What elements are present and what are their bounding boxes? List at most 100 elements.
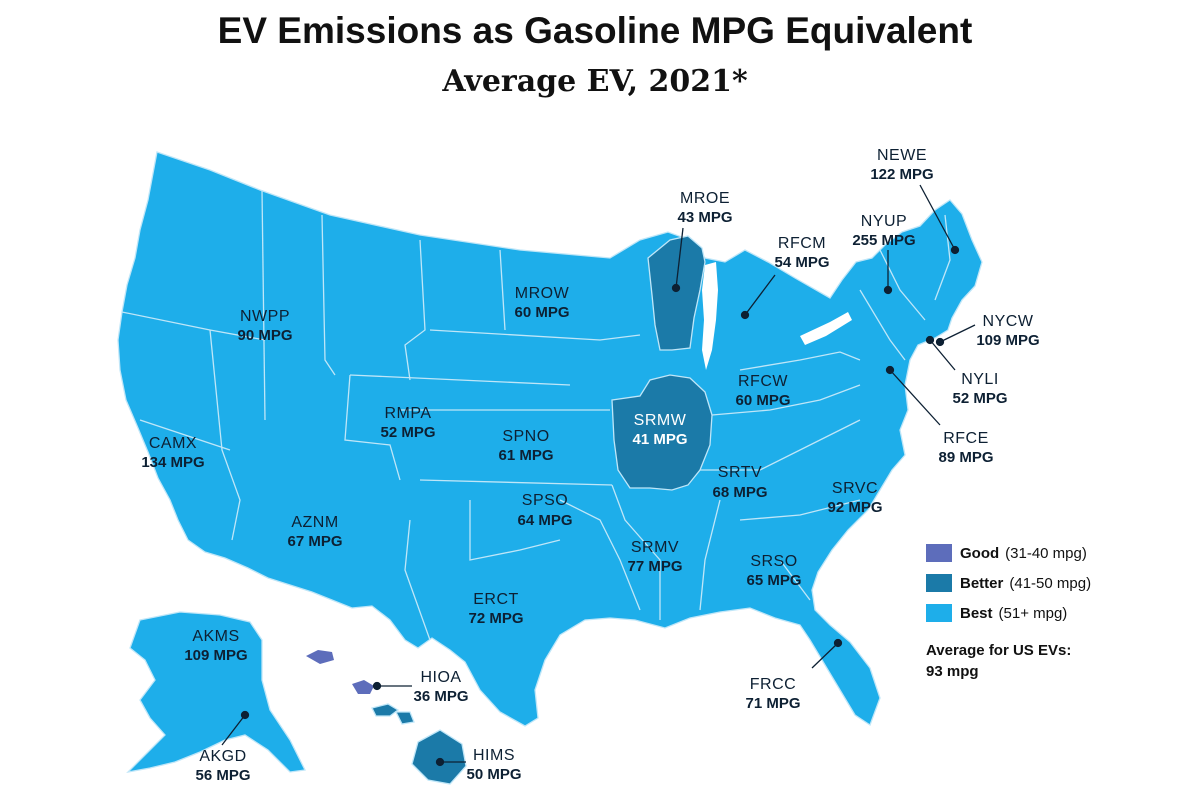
legend-range-better: (41-50 mpg) — [1009, 574, 1092, 592]
legend-swatch-best — [926, 604, 952, 622]
region-label-spno: SPNO 61 MPG — [498, 428, 553, 464]
hawaii-kauai — [306, 650, 334, 664]
region-code-erct: ERCT — [473, 591, 519, 608]
region-code-akms: AKMS — [192, 628, 239, 645]
region-label-nyup: NYUP 255 MPG — [852, 213, 915, 249]
leader-lines — [221, 184, 976, 767]
legend: Good (31-40 mpg) Better (41-50 mpg) Best… — [926, 538, 1091, 682]
region-value-srtv: 68 MPG — [712, 484, 767, 501]
region-value-camx: 134 MPG — [141, 454, 204, 471]
region-code-frcc: FRCC — [750, 676, 796, 693]
region-code-srvc: SRVC — [832, 480, 878, 497]
region-label-srmv: SRMV 77 MPG — [627, 539, 682, 575]
us-average-label: Average for US EVs: — [926, 642, 1072, 659]
us-mainland-shape — [117, 151, 983, 727]
region-value-akms: 109 MPG — [184, 647, 247, 664]
region-label-rfcm: RFCM 54 MPG — [774, 235, 829, 271]
region-value-spno: 61 MPG — [498, 447, 553, 464]
region-code-spno: SPNO — [502, 428, 549, 445]
region-label-nycw: NYCW 109 MPG — [976, 313, 1039, 349]
region-value-nyli: 52 MPG — [952, 390, 1007, 407]
region-labels: NWPP 90 MPG CAMX 134 MPG AZNM 67 MPG RMPA 52… — [141, 147, 1039, 784]
hawaii-oahu — [352, 680, 374, 694]
region-value-srmw: 41 MPG — [632, 431, 687, 448]
region-borders — [121, 189, 951, 641]
region-code-rfcw: RFCW — [738, 373, 788, 390]
hawaii-maui-1 — [371, 703, 400, 717]
region-value-srso: 65 MPG — [746, 572, 801, 589]
legend-range-best: (51+ mpg) — [998, 604, 1068, 622]
region-label-frcc: FRCC 71 MPG — [745, 676, 800, 712]
region-label-akgd: AKGD 56 MPG — [195, 748, 250, 784]
region-code-rmpa: RMPA — [384, 405, 431, 422]
region-label-mrow: MROW 60 MPG — [514, 285, 569, 321]
region-value-spso: 64 MPG — [517, 512, 572, 529]
region-value-erct: 72 MPG — [468, 610, 523, 627]
region-code-srmv: SRMV — [631, 539, 679, 556]
region-code-nycw: NYCW — [983, 313, 1034, 330]
region-value-newe: 122 MPG — [870, 166, 933, 183]
region-value-aznm: 67 MPG — [287, 533, 342, 550]
region-code-nyli: NYLI — [961, 371, 999, 388]
map-subtitle: Average EV, 2021* — [442, 64, 748, 99]
region-value-akgd: 56 MPG — [195, 767, 250, 784]
region-shape-srmw — [611, 374, 713, 491]
legend-label-good: Good — [960, 544, 1000, 562]
legend-label-best: Best — [960, 604, 993, 622]
legend-label-better: Better — [960, 574, 1004, 592]
region-code-nyup: NYUP — [861, 213, 907, 230]
region-code-mrow: MROW — [515, 285, 570, 302]
legend-swatch-good — [926, 544, 952, 562]
region-label-srmw: SRMW 41 MPG — [632, 412, 687, 448]
region-code-rfcm: RFCM — [778, 235, 826, 252]
region-value-nycw: 109 MPG — [976, 332, 1039, 349]
legend-item-better: Better (41-50 mpg) — [926, 568, 1091, 598]
region-label-newe: NEWE 122 MPG — [870, 147, 933, 183]
region-code-mroe: MROE — [680, 190, 730, 207]
region-label-rmpa: RMPA 52 MPG — [380, 405, 435, 441]
legend-item-best: Best (51+ mpg) — [926, 598, 1091, 628]
region-value-frcc: 71 MPG — [745, 695, 800, 712]
region-code-srtv: SRTV — [718, 464, 762, 481]
region-label-srso: SRSO 65 MPG — [746, 553, 801, 589]
region-value-mrow: 60 MPG — [514, 304, 569, 321]
lake-erie — [800, 312, 852, 345]
region-value-mroe: 43 MPG — [677, 209, 732, 226]
region-code-srso: SRSO — [750, 553, 797, 570]
region-code-camx: CAMX — [149, 435, 197, 452]
region-label-hims: HIMS 50 MPG — [466, 747, 521, 783]
alaska-shape — [126, 611, 306, 774]
region-shape-mroe — [647, 235, 706, 351]
region-label-erct: ERCT 72 MPG — [468, 591, 523, 627]
lake-michigan — [702, 262, 718, 370]
region-label-srvc: SRVC 92 MPG — [827, 480, 882, 516]
hawaii-big-island — [411, 729, 467, 785]
region-label-camx: CAMX 134 MPG — [141, 435, 204, 471]
region-label-rfce: RFCE 89 MPG — [938, 430, 993, 466]
region-value-srvc: 92 MPG — [827, 499, 882, 516]
region-label-spso: SPSO 64 MPG — [517, 492, 572, 529]
region-code-nwpp: NWPP — [240, 308, 290, 325]
region-value-rfce: 89 MPG — [938, 449, 993, 466]
region-code-spso: SPSO — [522, 492, 568, 509]
region-value-hims: 50 MPG — [466, 766, 521, 783]
region-code-srmw: SRMW — [634, 412, 687, 429]
region-label-srtv: SRTV 68 MPG — [712, 464, 767, 501]
region-code-hioa: HIOA — [420, 669, 461, 686]
region-code-hims: HIMS — [473, 747, 515, 764]
region-label-hioa: HIOA 36 MPG — [413, 669, 468, 705]
region-value-rmpa: 52 MPG — [380, 424, 435, 441]
region-code-newe: NEWE — [877, 147, 927, 164]
region-value-nwpp: 90 MPG — [237, 327, 292, 344]
region-code-akgd: AKGD — [199, 748, 246, 765]
region-label-mroe: MROE 43 MPG — [677, 190, 732, 226]
map-title: EV Emissions as Gasoline MPG Equivalent — [217, 10, 973, 51]
region-label-nwpp: NWPP 90 MPG — [237, 308, 292, 344]
legend-range-good: (31-40 mpg) — [1005, 544, 1087, 562]
region-value-nyup: 255 MPG — [852, 232, 915, 249]
hawaii-maui-2 — [394, 711, 415, 725]
us-average-value: 93 mpg — [926, 663, 979, 680]
region-value-srmv: 77 MPG — [627, 558, 682, 575]
